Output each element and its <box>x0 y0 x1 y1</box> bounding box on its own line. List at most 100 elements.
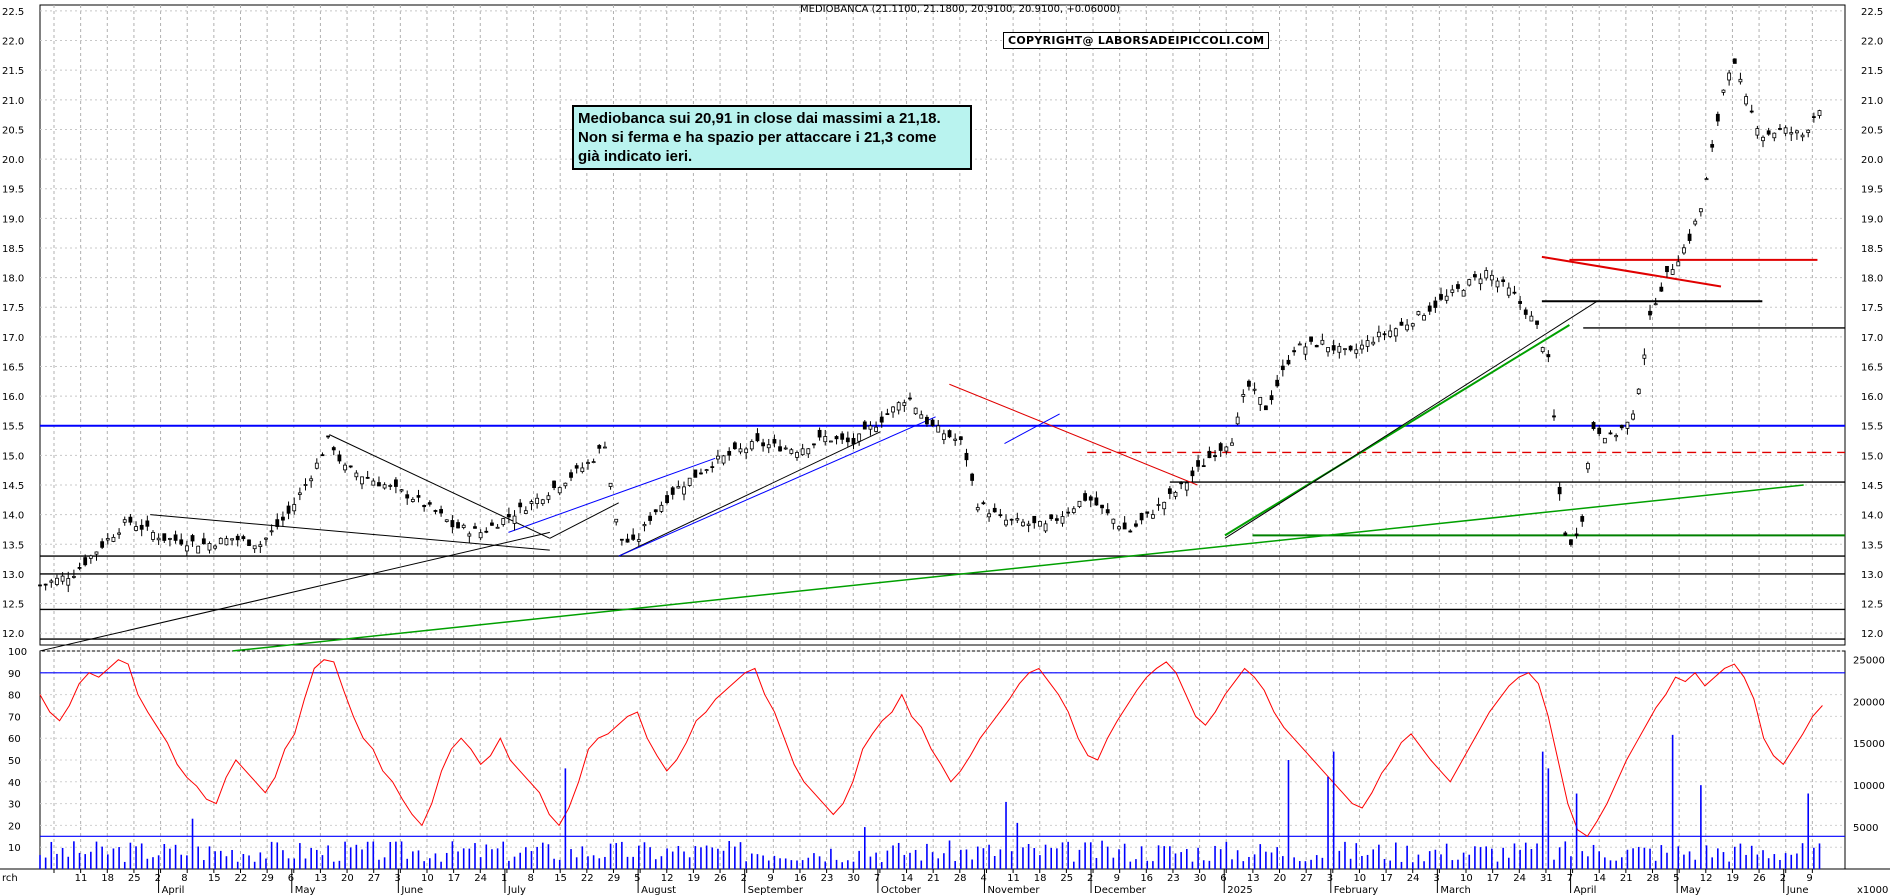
x-day-label: 24 <box>474 873 487 884</box>
candle-body <box>275 519 280 527</box>
candle-layer <box>38 58 1822 593</box>
x-day-label: 9 <box>1806 873 1812 884</box>
trend-line <box>618 416 936 557</box>
candle-body <box>868 425 873 430</box>
candle-body <box>953 438 958 441</box>
x-day-label: 12 <box>1700 873 1713 884</box>
candle-body <box>1715 113 1720 122</box>
y-tick-label: 22.5 <box>2 7 24 18</box>
candle-body <box>1574 533 1579 536</box>
candle-body <box>111 536 116 542</box>
candle-body <box>1094 497 1099 506</box>
candle-body <box>1580 516 1585 522</box>
x-month-label: June <box>1786 885 1809 895</box>
candle-body <box>1602 437 1607 444</box>
candle-body <box>1393 328 1398 337</box>
candle-body <box>529 501 534 504</box>
candle-body <box>1309 336 1313 342</box>
trend-line <box>549 502 619 539</box>
y-tick-label: 14.0 <box>2 511 24 522</box>
candle-body <box>659 504 664 512</box>
candle-body <box>653 509 658 513</box>
candle-body <box>591 461 596 463</box>
candle-body <box>1489 274 1494 281</box>
candle-body <box>354 472 359 478</box>
candle-body <box>501 518 506 525</box>
candle-body <box>1173 491 1178 497</box>
candle-body <box>930 419 935 427</box>
candle-body <box>665 495 669 503</box>
candle-body <box>1258 397 1263 405</box>
candle-body <box>145 520 150 527</box>
x-day-label: 14 <box>901 873 914 884</box>
candle-body <box>1252 388 1257 391</box>
candle-body <box>1162 501 1167 510</box>
candle-body <box>1405 324 1410 331</box>
candle-body <box>552 480 556 489</box>
x-day-label: 3 <box>394 873 400 884</box>
candle-body <box>1230 442 1234 446</box>
candle-body <box>862 421 867 430</box>
candle-body <box>1789 132 1794 135</box>
candle-body <box>71 576 76 578</box>
candle-body <box>484 530 489 533</box>
candle-body <box>721 455 726 464</box>
osc-tick-label: 10 <box>8 843 21 854</box>
candle-body <box>1766 130 1771 135</box>
candle-body <box>1704 178 1709 181</box>
osc-tick-label: 60 <box>8 734 21 745</box>
y-tick-label-right: 19.5 <box>1861 185 1883 196</box>
x-day-label: 6 <box>1220 873 1226 884</box>
candle-body <box>1687 233 1692 241</box>
x-day-label: 12 <box>661 873 674 884</box>
candle-body <box>490 522 494 526</box>
x-month-label: April <box>1574 885 1597 895</box>
candle-body <box>1569 539 1573 545</box>
x-month-label: August <box>641 885 676 895</box>
candle-body <box>399 489 404 492</box>
y-tick-label: 20.5 <box>2 125 24 136</box>
x-day-label: 27 <box>368 873 381 884</box>
candle-body <box>919 414 924 419</box>
candle-body <box>523 510 528 514</box>
volume-tick-label: 10000 <box>1853 781 1885 792</box>
candle-body <box>879 416 884 423</box>
annotation-note: Mediobanca sui 20,91 in close dai massim… <box>572 105 972 170</box>
candle-body <box>377 482 381 487</box>
y-tick-label-right: 17.0 <box>1861 333 1883 344</box>
x-day-label: 2 <box>155 873 161 884</box>
candle-body <box>218 537 223 545</box>
candle-body <box>1167 488 1172 494</box>
candle-body <box>908 397 912 400</box>
x-day-label: 25 <box>1060 873 1073 884</box>
candle-body <box>162 533 167 541</box>
copyright-label: COPYRIGHT@ LABORSADEIPICCOLI.COM <box>1003 32 1270 49</box>
osc-tick-label: 40 <box>8 778 21 789</box>
x-day-label: 7 <box>874 873 880 884</box>
candle-body <box>987 513 991 518</box>
candle-body <box>1247 380 1251 387</box>
candle-body <box>1422 315 1426 321</box>
y-tick-label-right: 21.5 <box>1861 66 1883 77</box>
y-tick-label-right: 20.0 <box>1861 155 1883 166</box>
candle-body <box>444 519 449 522</box>
candle-body <box>693 469 698 478</box>
x-day-label: 2 <box>1087 873 1093 884</box>
candle-body <box>687 477 692 486</box>
candle-body <box>88 555 93 559</box>
oscillator-layer <box>39 659 1845 837</box>
x-day-label: 13 <box>1247 873 1260 884</box>
candle-body <box>1043 523 1048 532</box>
x-day-label: 24 <box>1513 873 1526 884</box>
y-tick-label-right: 15.0 <box>1861 451 1883 462</box>
candle-body <box>772 439 777 444</box>
y-tick-label: 13.5 <box>2 540 24 551</box>
candle-body <box>151 531 155 540</box>
candle-body <box>1009 518 1014 521</box>
candle-body <box>1535 320 1539 325</box>
candle-body <box>83 557 88 566</box>
candle-body <box>1478 278 1483 285</box>
candle-body <box>1473 274 1477 278</box>
candle-body <box>964 452 969 461</box>
